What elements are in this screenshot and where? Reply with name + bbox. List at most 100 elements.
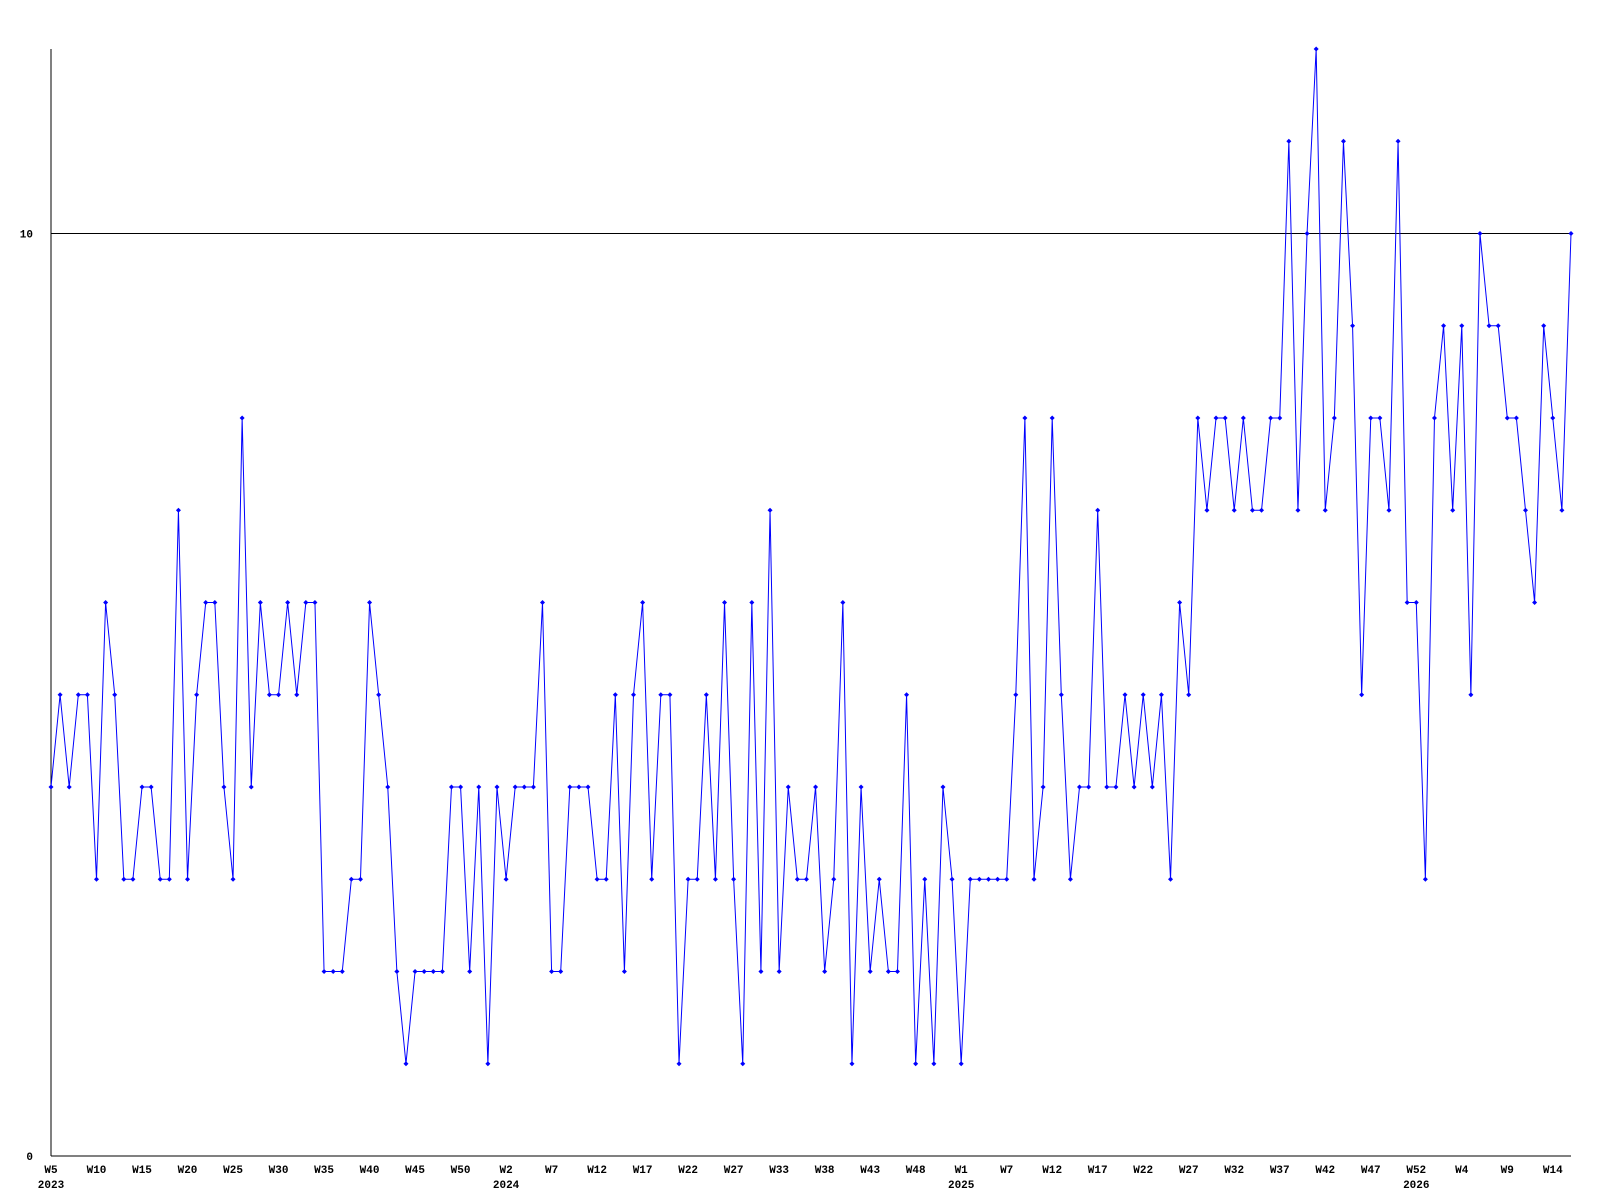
point-marker — [1350, 323, 1356, 329]
point-marker — [339, 969, 345, 974]
point-marker — [130, 876, 136, 882]
point-marker — [995, 876, 1001, 882]
series-line — [50, 48, 1572, 1064]
point-marker — [257, 600, 263, 605]
x-tick-label: W5 — [44, 1165, 58, 1177]
point-marker — [57, 692, 63, 698]
point-marker — [66, 784, 72, 790]
point-marker — [121, 876, 127, 882]
point-marker — [931, 1061, 937, 1067]
point-marker — [749, 600, 755, 605]
point-marker — [885, 969, 891, 974]
point-marker — [248, 784, 254, 790]
point-marker — [294, 692, 300, 698]
x-tick-label: W35 — [314, 1165, 334, 1177]
point-marker — [412, 969, 418, 974]
point-marker — [1158, 692, 1164, 698]
point-marker — [1168, 876, 1174, 882]
point-marker — [712, 876, 718, 882]
point-marker — [421, 969, 427, 974]
x-tick-label: W4 — [1455, 1165, 1469, 1177]
point-marker — [1377, 415, 1383, 421]
x-tick-label: W27 — [1179, 1165, 1199, 1177]
point-marker — [813, 784, 819, 790]
point-marker — [913, 1061, 919, 1067]
point-marker — [157, 876, 163, 882]
point-marker — [194, 692, 200, 698]
point-marker — [348, 876, 354, 882]
point-marker — [221, 784, 227, 790]
point-marker — [1049, 415, 1055, 421]
x-tick-label: W38 — [815, 1165, 835, 1177]
point-marker — [1404, 600, 1410, 605]
point-marker — [1532, 600, 1538, 605]
point-marker — [803, 876, 809, 882]
point-marker — [904, 692, 910, 698]
point-marker — [403, 1061, 409, 1067]
point-marker — [767, 507, 773, 513]
x-tick-label: W37 — [1270, 1165, 1290, 1177]
point-marker — [985, 876, 991, 882]
point-marker — [1177, 600, 1183, 605]
point-marker — [376, 692, 382, 698]
point-marker — [266, 692, 272, 698]
x-tick-label: W30 — [269, 1165, 289, 1177]
point-marker — [1067, 876, 1073, 882]
point-marker — [530, 784, 536, 790]
point-marker — [276, 692, 282, 698]
point-marker — [1204, 507, 1210, 513]
x-tick-label: W43 — [860, 1165, 880, 1177]
point-marker — [1031, 876, 1037, 882]
point-marker — [1186, 692, 1192, 698]
point-marker — [139, 784, 145, 790]
point-marker — [649, 876, 655, 882]
x-tick-label: W17 — [1088, 1165, 1108, 1177]
point-marker — [485, 1061, 491, 1067]
point-marker — [430, 969, 436, 974]
point-marker — [731, 876, 737, 882]
x-tick-label: W9 — [1501, 1165, 1514, 1177]
point-marker — [940, 784, 946, 790]
point-marker — [439, 969, 445, 974]
point-marker — [1441, 323, 1447, 329]
point-marker — [858, 784, 864, 790]
point-marker — [1468, 692, 1474, 698]
point-marker — [1431, 415, 1437, 421]
x-tick-label: W1 — [955, 1165, 969, 1177]
point-marker — [503, 876, 509, 882]
point-marker — [849, 1061, 855, 1067]
point-marker — [1259, 507, 1265, 513]
point-marker — [494, 784, 500, 790]
point-marker — [1213, 415, 1219, 421]
point-marker — [75, 692, 81, 698]
x-tick-label: W33 — [769, 1165, 789, 1177]
point-marker — [976, 876, 982, 882]
point-marker — [539, 600, 545, 605]
point-marker — [1486, 323, 1492, 329]
point-marker — [1522, 507, 1528, 513]
point-marker — [794, 876, 800, 882]
point-marker — [740, 1061, 746, 1067]
point-marker — [949, 876, 955, 882]
point-marker — [658, 692, 664, 698]
point-marker — [676, 1061, 682, 1067]
x-tick-label: W50 — [451, 1165, 471, 1177]
point-marker — [894, 969, 900, 974]
point-marker — [1231, 507, 1237, 513]
point-marker — [175, 507, 181, 513]
point-marker — [1240, 415, 1246, 421]
point-marker — [1058, 692, 1064, 698]
point-marker — [458, 784, 464, 790]
point-marker — [1149, 784, 1155, 790]
point-marker — [1541, 323, 1547, 329]
x-tick-label: W25 — [223, 1165, 243, 1177]
point-marker — [48, 784, 54, 790]
point-marker — [94, 876, 100, 882]
y-tick-label: 10 — [20, 230, 33, 242]
point-marker — [1086, 784, 1092, 790]
point-marker — [922, 876, 928, 882]
point-marker — [594, 876, 600, 882]
point-marker — [1222, 415, 1228, 421]
point-marker — [621, 969, 627, 974]
